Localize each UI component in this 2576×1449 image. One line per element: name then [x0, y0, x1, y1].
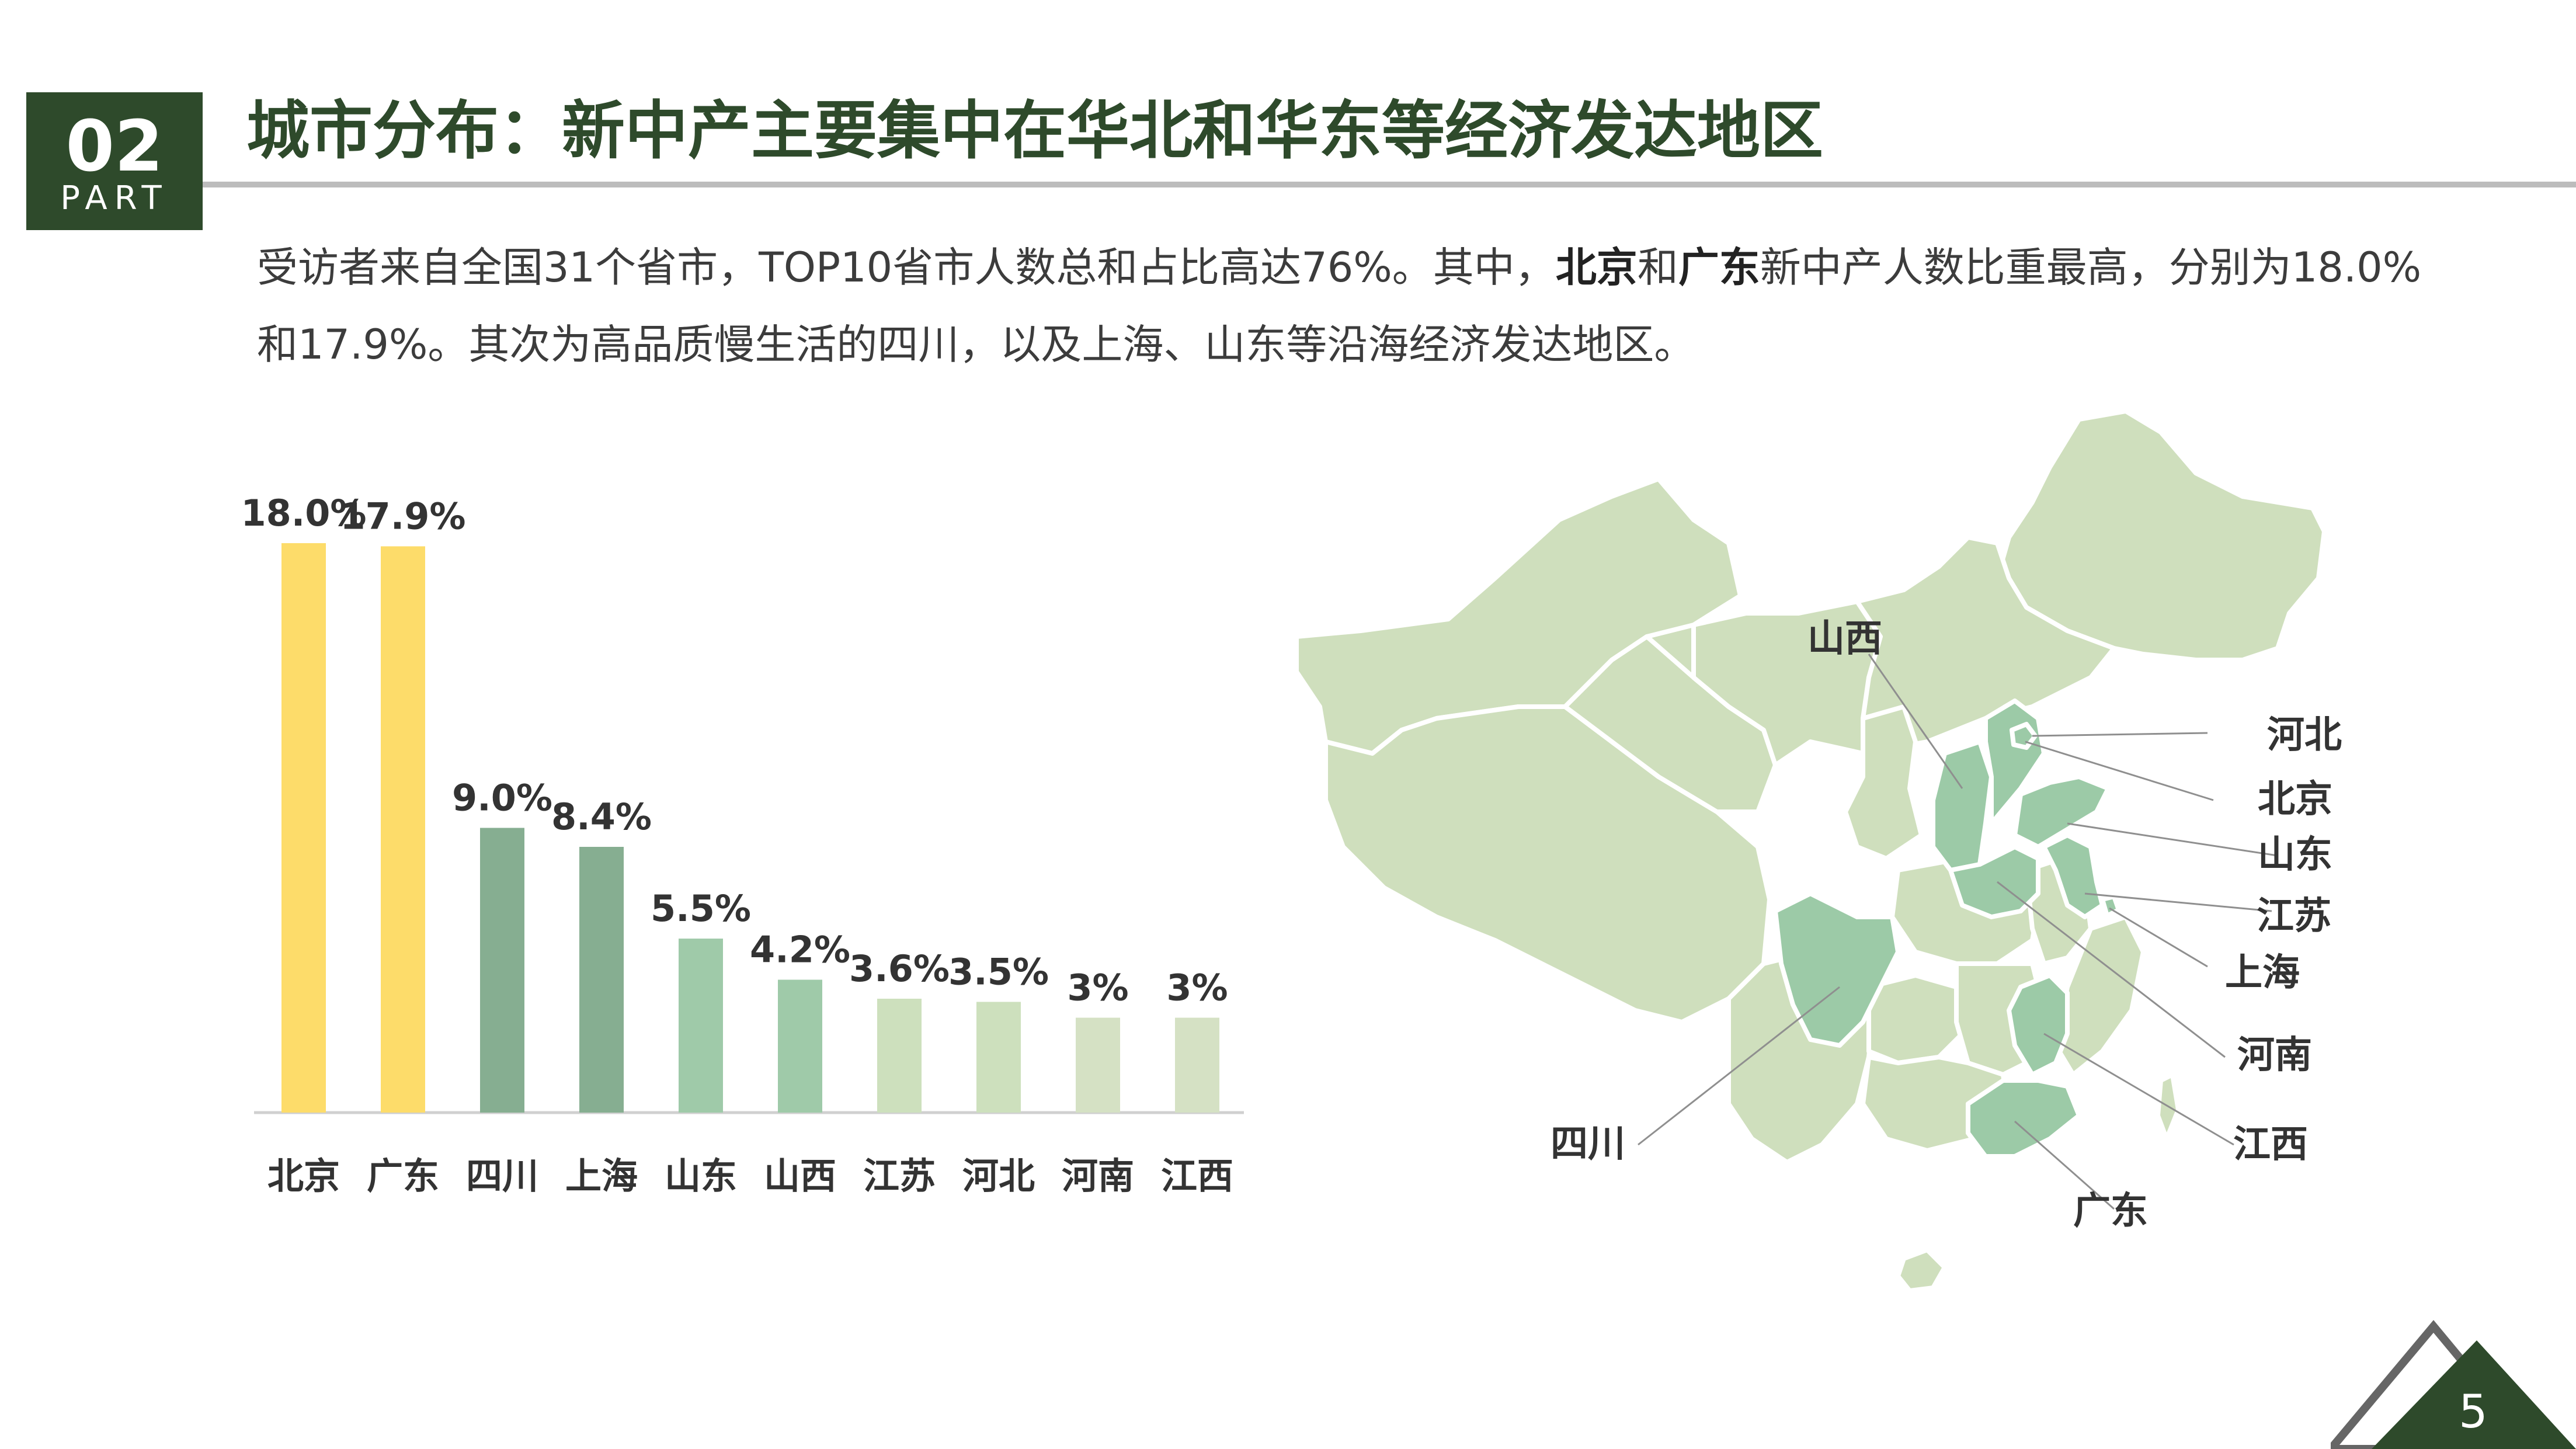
chart-category-label: 山东 — [665, 1155, 737, 1197]
leader-line-shandong — [2067, 822, 2278, 857]
map-label-beijing: 北京 — [2258, 778, 2332, 821]
description-highlight-guangdong: 广东 — [1678, 244, 1760, 291]
part-number: 02 — [65, 106, 164, 187]
chart-data-label: 4.2% — [750, 929, 850, 971]
chart-category-label: 河南 — [1062, 1155, 1134, 1197]
chart-bar — [877, 999, 922, 1113]
leader-line-jiangsu — [2084, 892, 2272, 912]
chart-data-label: 17.9% — [340, 495, 465, 537]
title-divider — [203, 182, 2576, 187]
chart-data-label: 3% — [1067, 967, 1128, 1009]
page-corner-decoration — [2331, 1320, 2576, 1449]
chart-bar — [579, 847, 624, 1113]
map-region-zhejiang-fujian — [2053, 915, 2146, 1077]
map-leader-lines — [1638, 654, 2278, 1210]
chart-category-label: 广东 — [367, 1155, 439, 1197]
map-region-northeast — [1995, 409, 2327, 662]
map-label-shanghai: 上海 — [2225, 951, 2300, 995]
map-highlight-shanxi — [1931, 739, 1994, 873]
map-highlight-sichuan — [1773, 891, 1900, 1048]
leader-line-shanxi — [1868, 654, 1963, 789]
map-label-hebei: 河北 — [2267, 714, 2342, 757]
chart-bar — [1076, 1017, 1120, 1113]
chart-category-label: 江西 — [1161, 1155, 1233, 1197]
map-highlight-jiangxi — [2007, 973, 2070, 1077]
chart-bar — [778, 979, 822, 1113]
chart-data-label: 18.0% — [241, 492, 366, 534]
china-map: 山西 河北 北京 山东 江苏 上海 河南 江西 四川 广东 — [1294, 409, 2342, 1293]
description-text: 和 — [1637, 244, 1678, 291]
chart-data-label: 9.0% — [452, 777, 552, 819]
chart-category-label: 江苏 — [863, 1155, 936, 1197]
leader-line-henan — [1997, 881, 2226, 1058]
map-label-guangdong: 广东 — [2073, 1190, 2148, 1233]
description-text: 新中产人数比重最高，分别为18.0%和17.9%。其次为高品质慢生活的四川，以及… — [257, 244, 2422, 369]
map-region-tibet — [1323, 704, 1772, 1024]
description-highlight-beijing: 北京 — [1555, 244, 1638, 291]
page-number: 5 — [2459, 1386, 2488, 1438]
chart-category-label: 四川 — [466, 1155, 538, 1197]
description-text: 受访者来自全国31个省市，TOP10省市人数总和占比高达76%。其中， — [257, 244, 1556, 291]
map-highlight-guangdong — [1966, 1078, 2081, 1159]
bar-chart: 18.0% 北京 17.9% 广东 9.0% 四川 8.4% 上海 5.5% 山东 4.2% 山西 3.… — [241, 492, 1244, 1197]
leader-line-sichuan — [1638, 986, 1840, 1146]
leader-line-hebei — [2032, 732, 2208, 737]
map-highlight-regions — [1773, 699, 2121, 1159]
map-label-jiangsu: 江苏 — [2257, 895, 2331, 938]
description-paragraph: 受访者来自全国31个省市，TOP10省市人数总和占比高达76%。其中，北京和广东… — [257, 229, 2447, 383]
page-title: 城市分布：新中产主要集中在华北和华东等经济发达地区 — [246, 95, 1824, 168]
map-highlight-henan — [1948, 845, 2040, 919]
map-label-henan: 河南 — [2237, 1034, 2312, 1077]
map-label-shandong: 山东 — [2258, 833, 2332, 877]
part-badge: 02 PART — [26, 92, 203, 230]
map-region-shaanxi — [1843, 704, 1924, 861]
chart-category-label: 上海 — [565, 1155, 638, 1197]
chart-bar — [480, 828, 524, 1113]
chart-bar — [679, 939, 723, 1113]
corner-solid-triangle — [2372, 1340, 2576, 1449]
map-label-jiangxi: 江西 — [2233, 1123, 2308, 1166]
chart-data-label: 3.6% — [849, 947, 950, 990]
chart-data-label: 3.5% — [948, 950, 1049, 993]
map-base-land — [1294, 409, 2327, 1293]
chart-bar — [1175, 1017, 1219, 1113]
leader-line-guangdong — [2014, 1120, 2115, 1210]
map-labels: 山西 河北 北京 山东 江苏 上海 河南 江西 四川 广东 — [1551, 617, 2342, 1233]
chart-category-label: 山西 — [764, 1155, 836, 1197]
map-highlight-beijing — [2010, 722, 2038, 750]
chart-data-label: 8.4% — [551, 795, 652, 838]
map-label-sichuan: 四川 — [1551, 1123, 1625, 1166]
chart-data-label: 5.5% — [651, 887, 751, 930]
leader-line-beijing — [2025, 741, 2214, 801]
chart-category-label: 北京 — [267, 1155, 340, 1197]
chart-bar — [976, 1002, 1021, 1113]
chart-bar — [381, 546, 425, 1113]
chart-bar — [281, 543, 326, 1113]
map-highlight-shandong — [2012, 774, 2111, 849]
map-label-shanxi: 山西 — [1807, 617, 1882, 661]
chart-category-label: 河北 — [962, 1155, 1035, 1197]
map-region-guizhou — [1866, 973, 1970, 1065]
leader-line-jiangxi — [2043, 1033, 2234, 1146]
leader-line-shanghai — [2109, 907, 2208, 968]
map-region-hainan — [1896, 1248, 1947, 1293]
chart-data-label: 3% — [1166, 967, 1228, 1009]
part-label: PART — [60, 179, 169, 217]
